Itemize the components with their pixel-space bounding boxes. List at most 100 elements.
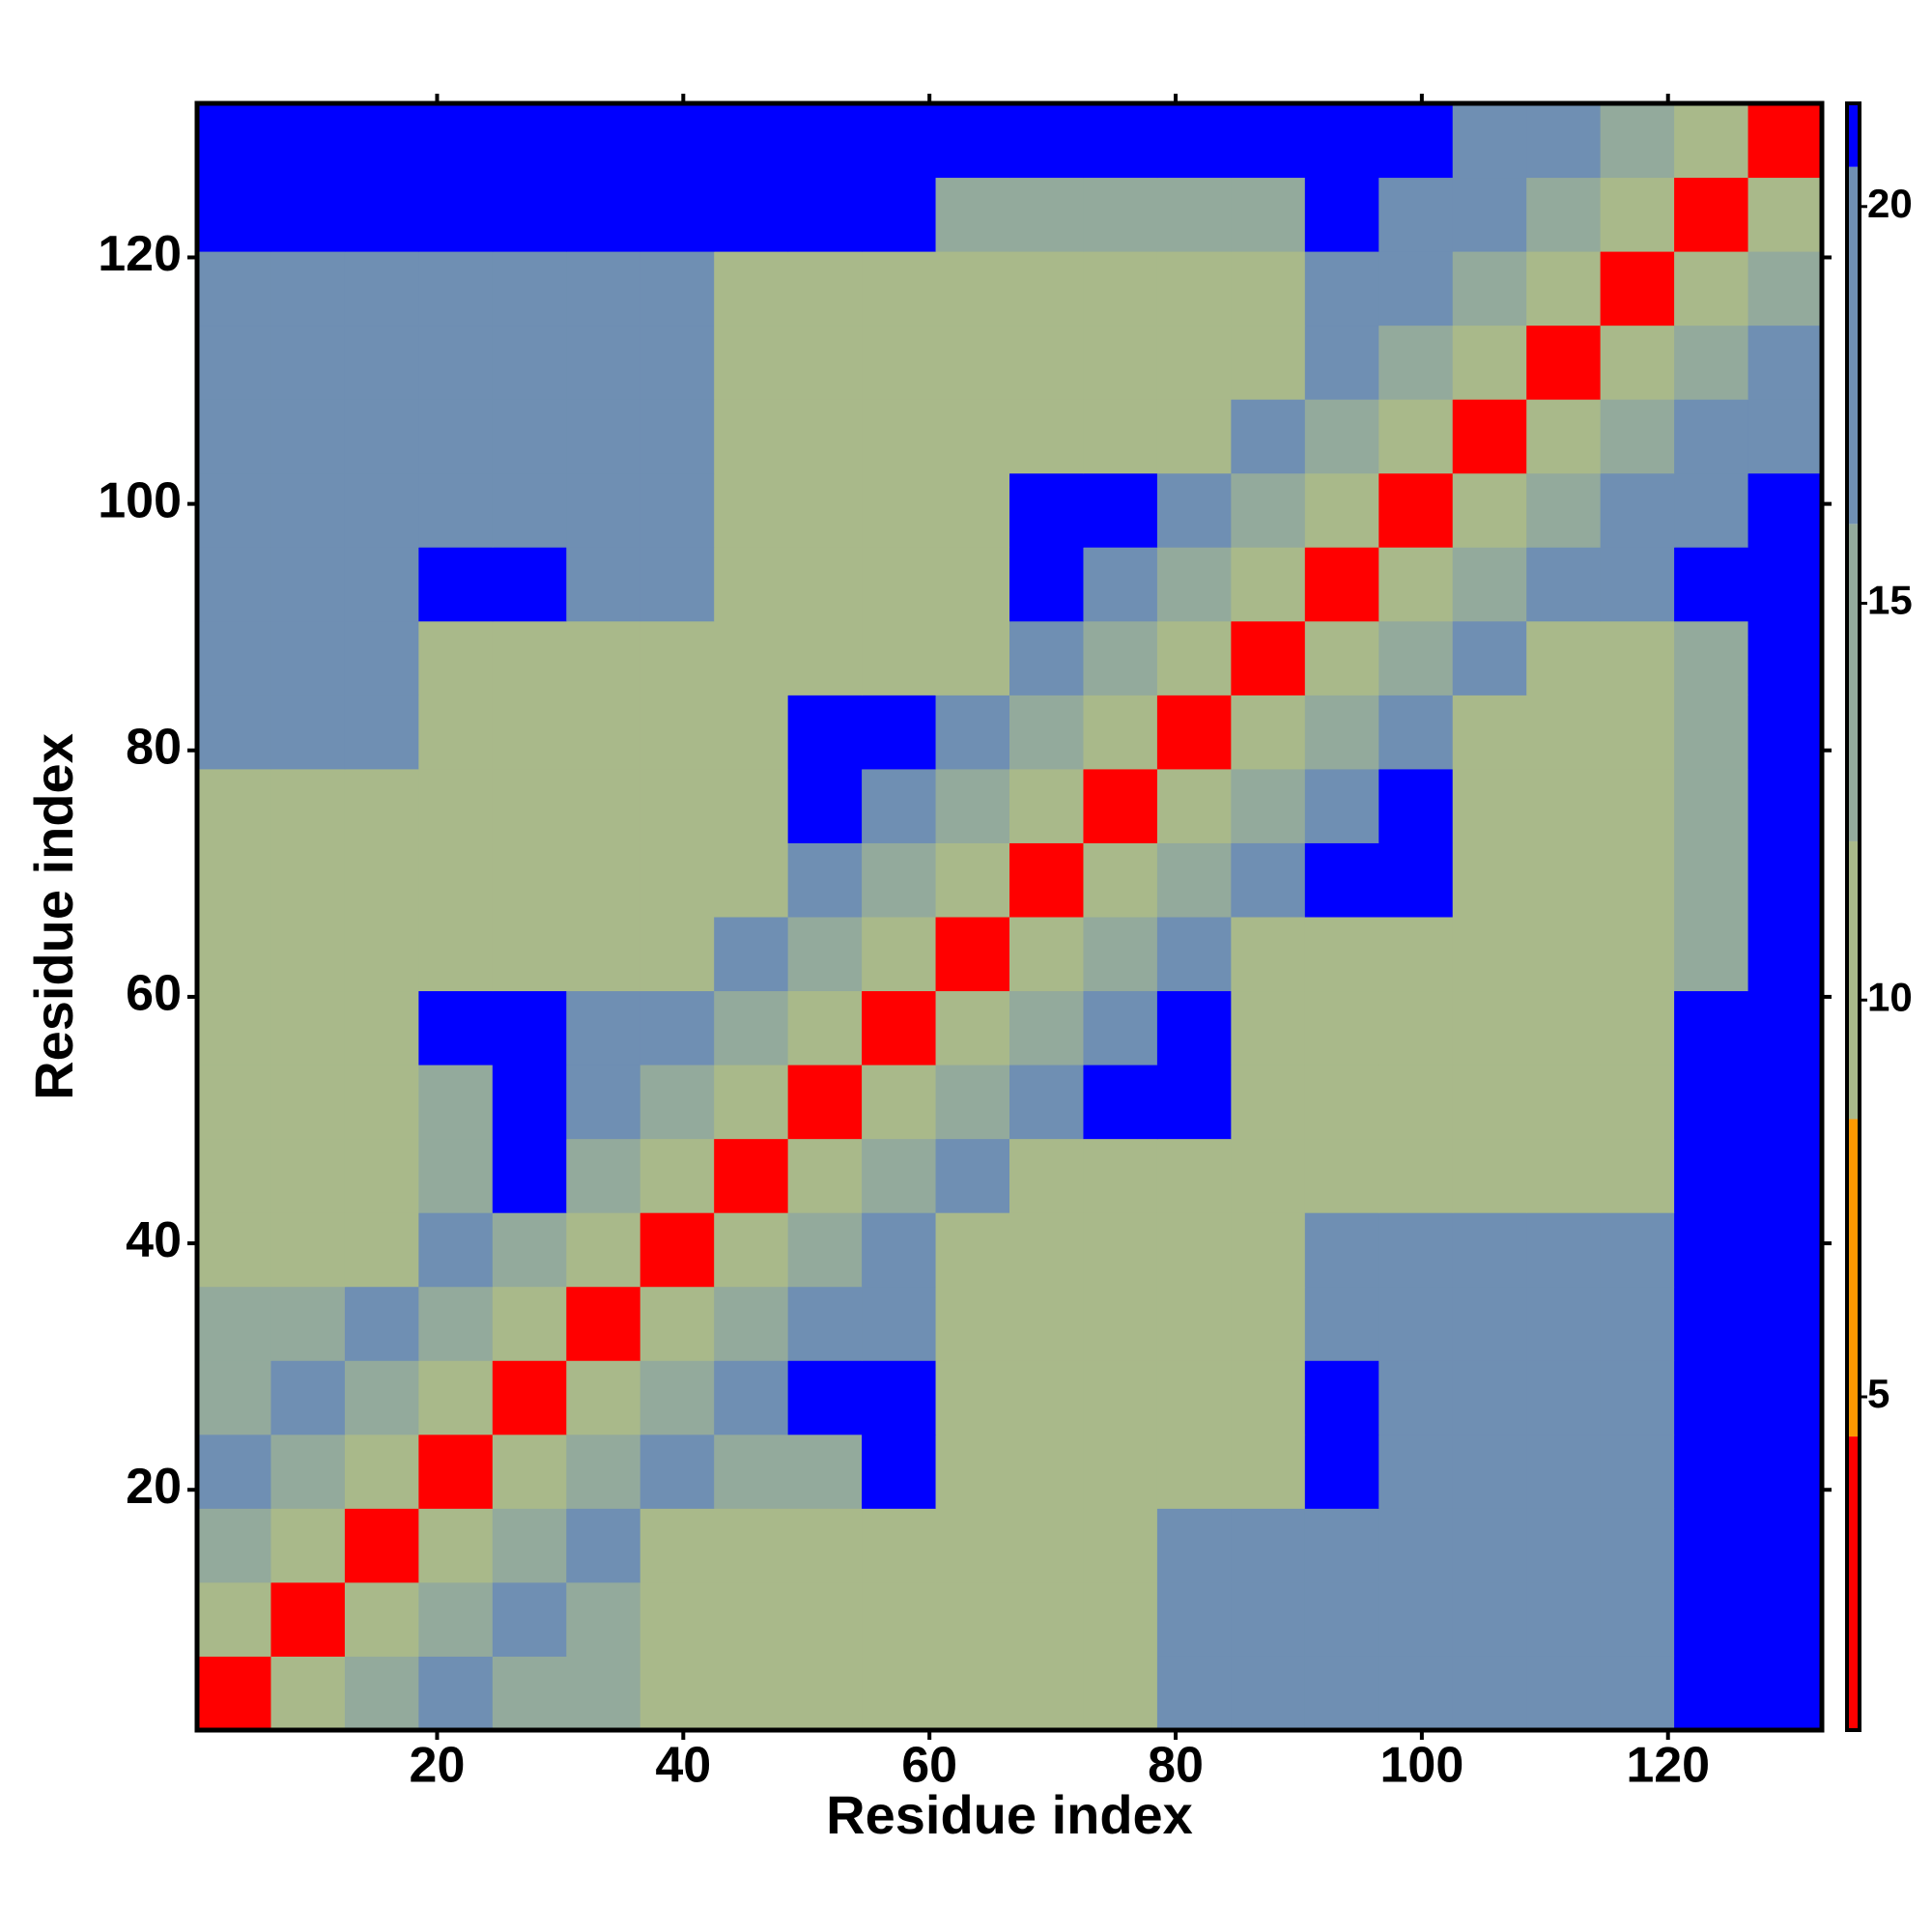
heatmap-cell bbox=[935, 251, 1010, 327]
heatmap-cell bbox=[344, 1065, 419, 1140]
heatmap-cell bbox=[1156, 472, 1232, 548]
heatmap-cell bbox=[935, 1360, 1010, 1435]
heatmap-cell bbox=[344, 251, 419, 327]
colorbar-tick-label: 10 bbox=[1867, 974, 1913, 1019]
heatmap-cell bbox=[1600, 1656, 1675, 1731]
heatmap-cell bbox=[270, 1508, 346, 1583]
heatmap-cell bbox=[1231, 695, 1306, 770]
heatmap-cell bbox=[1378, 472, 1454, 548]
heatmap-cell bbox=[1083, 472, 1158, 548]
heatmap-cell bbox=[787, 1065, 863, 1140]
heatmap-cell bbox=[1231, 547, 1306, 622]
heatmap-cell bbox=[1231, 1360, 1306, 1435]
heatmap-cell bbox=[1304, 472, 1379, 548]
heatmap-cell bbox=[492, 1286, 567, 1361]
heatmap-cell bbox=[344, 1508, 419, 1583]
heatmap-cell bbox=[344, 917, 419, 992]
heatmap-cell bbox=[270, 1138, 346, 1213]
heatmap-cell bbox=[1452, 1065, 1527, 1140]
heatmap-cell bbox=[418, 695, 494, 770]
heatmap-cell bbox=[197, 695, 271, 770]
heatmap-cell bbox=[1526, 1138, 1602, 1213]
heatmap-cell bbox=[935, 177, 1010, 252]
heatmap-cell bbox=[1526, 1212, 1602, 1288]
plot-frame bbox=[194, 100, 1825, 1733]
heatmap-cell bbox=[1526, 990, 1602, 1065]
heatmap-cell bbox=[197, 399, 271, 474]
heatmap-cell bbox=[492, 251, 567, 327]
heatmap-cell bbox=[1304, 1286, 1379, 1361]
heatmap-cell bbox=[1231, 1286, 1306, 1361]
heatmap-cell bbox=[1378, 399, 1454, 474]
x-tick-label: 120 bbox=[1626, 1738, 1710, 1794]
heatmap-cell bbox=[1083, 768, 1158, 843]
heatmap-cell bbox=[1526, 1581, 1602, 1657]
heatmap-cell bbox=[639, 695, 715, 770]
heatmap-cell bbox=[1747, 1656, 1823, 1731]
heatmap-cell bbox=[1156, 1434, 1232, 1509]
heatmap-cell bbox=[492, 1434, 567, 1509]
heatmap-cell bbox=[935, 1286, 1010, 1361]
heatmap-cell bbox=[1083, 1138, 1158, 1213]
heatmap-cell bbox=[197, 1508, 271, 1583]
x-tick-label: 80 bbox=[1148, 1738, 1204, 1794]
heatmap-cell bbox=[639, 177, 715, 252]
heatmap-cell bbox=[714, 1212, 789, 1288]
heatmap-cell bbox=[1526, 177, 1602, 252]
heatmap-cell bbox=[270, 1286, 346, 1361]
heatmap-cell bbox=[714, 547, 789, 622]
heatmap-cell bbox=[492, 325, 567, 400]
heatmap-cell bbox=[1083, 325, 1158, 400]
heatmap-cell bbox=[787, 1212, 863, 1288]
heatmap-cell bbox=[639, 1434, 715, 1509]
heatmap-cell bbox=[566, 1360, 641, 1435]
heatmap-cell bbox=[1156, 1656, 1232, 1731]
heatmap-cell bbox=[862, 842, 937, 918]
heatmap-cell bbox=[1747, 1434, 1823, 1509]
heatmap-cell bbox=[1526, 917, 1602, 992]
heatmap-cell bbox=[714, 1508, 789, 1583]
heatmap-cell bbox=[492, 1581, 567, 1657]
heatmap-cell bbox=[1378, 842, 1454, 918]
heatmap-cell bbox=[1452, 325, 1527, 400]
heatmap-cell bbox=[344, 1212, 419, 1288]
heatmap-cell bbox=[1452, 1360, 1527, 1435]
heatmap-cell bbox=[935, 547, 1010, 622]
heatmap-cell bbox=[714, 917, 789, 992]
heatmap-cell bbox=[1083, 842, 1158, 918]
heatmap-cell bbox=[1747, 768, 1823, 843]
heatmap-cell bbox=[344, 472, 419, 548]
heatmap-cell bbox=[1156, 695, 1232, 770]
heatmap-cell bbox=[639, 1508, 715, 1583]
heatmap-cell bbox=[1378, 1065, 1454, 1140]
heatmap-cell bbox=[1156, 620, 1232, 696]
y-tick-label: 120 bbox=[98, 226, 182, 282]
heatmap-cell bbox=[270, 917, 346, 992]
heatmap-cell bbox=[197, 917, 271, 992]
heatmap-cell bbox=[492, 399, 567, 474]
heatmap-cell bbox=[1747, 620, 1823, 696]
heatmap-cell bbox=[714, 1065, 789, 1140]
heatmap-cell bbox=[1231, 1138, 1306, 1213]
heatmap-cell bbox=[787, 1581, 863, 1657]
heatmap-cell bbox=[714, 620, 789, 696]
heatmap-cell bbox=[1304, 1581, 1379, 1657]
heatmap-cell bbox=[1156, 103, 1232, 179]
heatmap-cell bbox=[1156, 251, 1232, 327]
heatmap-cell bbox=[270, 1065, 346, 1140]
heatmap-cell bbox=[1600, 251, 1675, 327]
heatmap-cell bbox=[418, 103, 494, 179]
colorbar-segment bbox=[1847, 166, 1860, 525]
heatmap-cell bbox=[1083, 1581, 1158, 1657]
heatmap-cell bbox=[1156, 325, 1232, 400]
heatmap-cell bbox=[1231, 620, 1306, 696]
heatmap-cell bbox=[197, 620, 271, 696]
heatmap-cell bbox=[1156, 842, 1232, 918]
heatmap-cell bbox=[566, 1508, 641, 1583]
heatmap-cell bbox=[787, 103, 863, 179]
heatmap-cell bbox=[1156, 177, 1232, 252]
heatmap-cell bbox=[566, 399, 641, 474]
heatmap-cell bbox=[1304, 1360, 1379, 1435]
heatmap-cell bbox=[197, 177, 271, 252]
heatmap-cell bbox=[1156, 1360, 1232, 1435]
